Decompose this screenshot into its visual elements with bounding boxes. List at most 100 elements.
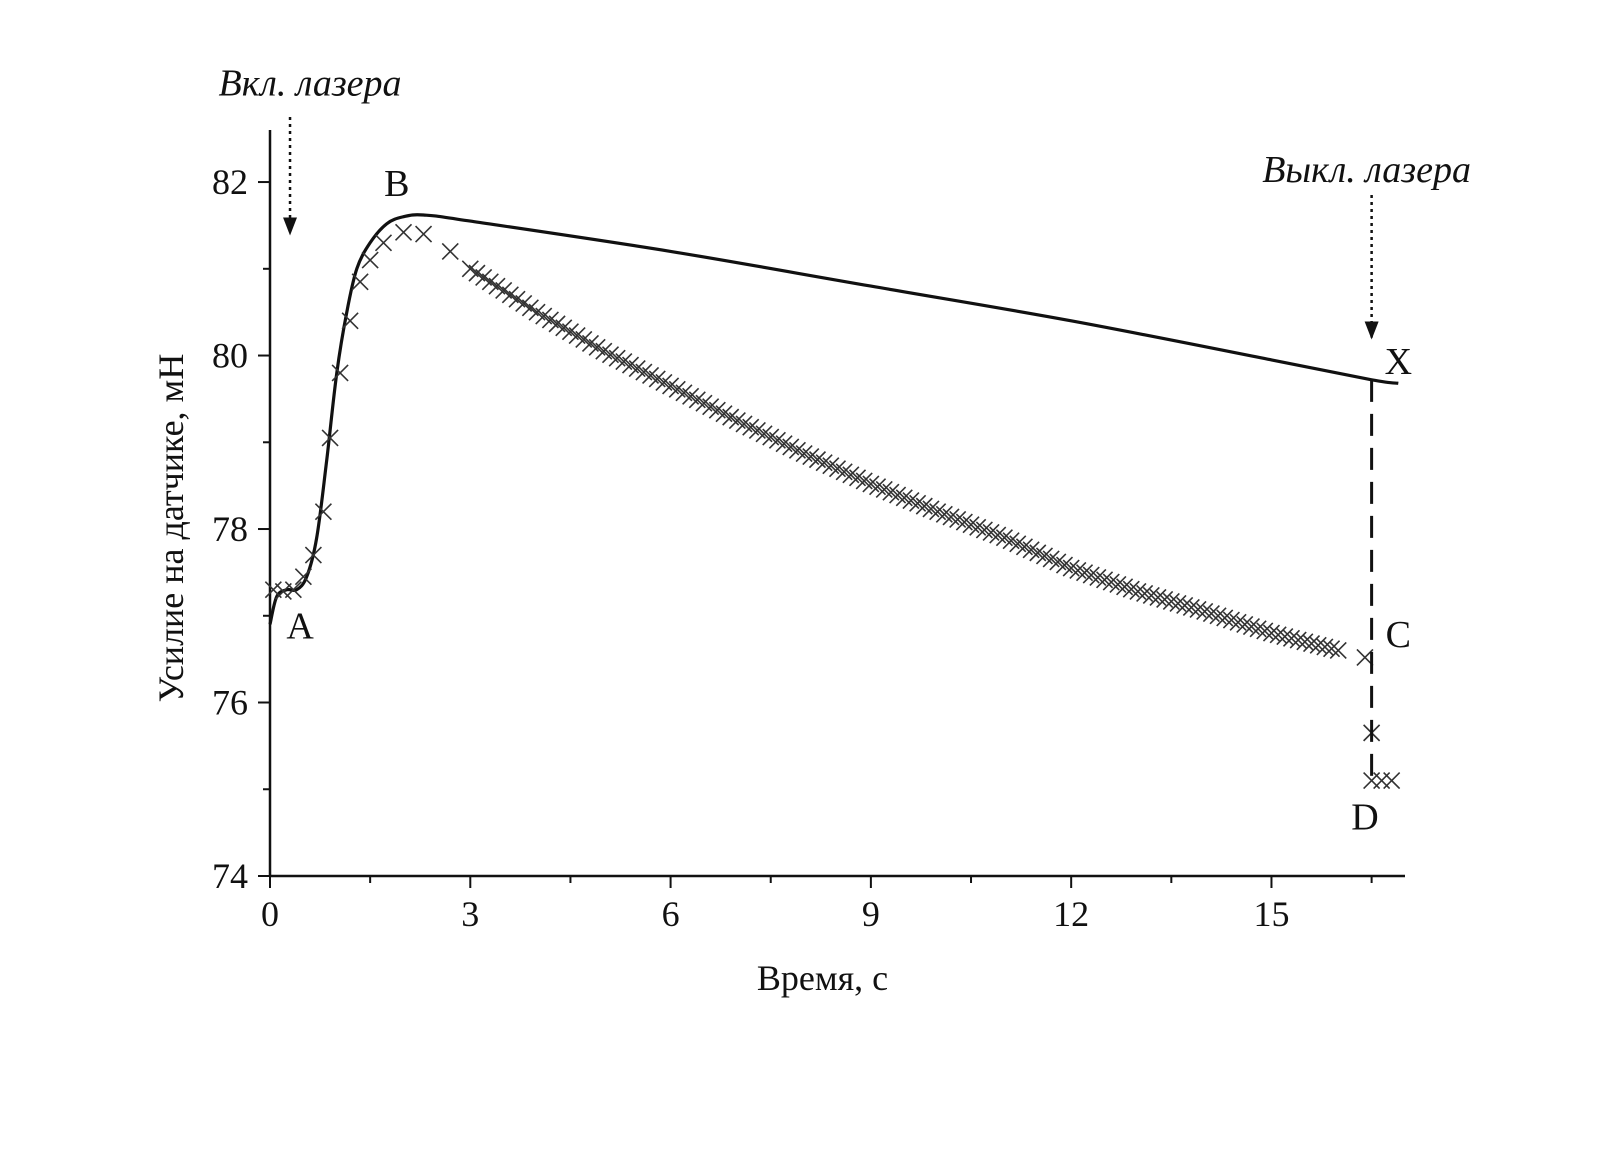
- x-marker: [935, 505, 953, 523]
- point-label-x: X: [1385, 341, 1412, 383]
- x-marker: [1256, 622, 1274, 640]
- x-marker: [962, 516, 980, 534]
- x-marker: [441, 242, 459, 261]
- x-marker: [828, 460, 847, 478]
- x-marker: [1122, 580, 1140, 598]
- series-layer: [264, 213, 1401, 790]
- x-marker: [1209, 607, 1227, 625]
- x-marker: [782, 438, 800, 456]
- x-marker: [949, 510, 967, 529]
- x-marker: [1136, 584, 1154, 603]
- x-marker: [1189, 600, 1207, 619]
- x-marker: [1129, 582, 1147, 601]
- x-marker: [1035, 547, 1054, 565]
- x-tick-label: 12: [1053, 894, 1089, 934]
- x-marker: [1109, 575, 1127, 594]
- x-marker: [909, 494, 927, 512]
- x-marker: [982, 523, 1000, 542]
- x-marker: [975, 521, 993, 539]
- x-marker: [1196, 602, 1214, 620]
- x-marker: [374, 234, 393, 252]
- solid-curve: [268, 213, 1399, 625]
- x-marker: [351, 273, 369, 291]
- x-marker: [1089, 568, 1107, 586]
- x-marker: [1329, 641, 1347, 660]
- laser-on-annotation: Вкл. лазера: [219, 62, 402, 104]
- x-marker: [989, 526, 1007, 544]
- x-marker: [1015, 538, 1034, 556]
- x-marker: [331, 364, 349, 382]
- x-marker: [1156, 590, 1174, 609]
- x-marker: [868, 478, 887, 496]
- x-marker: [1309, 636, 1327, 654]
- x-tick-label: 6: [662, 894, 680, 934]
- x-marker: [1095, 571, 1114, 589]
- x-marker: [795, 444, 813, 463]
- x-marker: [855, 472, 873, 490]
- x-marker: [341, 312, 359, 330]
- x-marker: [1102, 573, 1120, 591]
- x-marker: [1169, 594, 1187, 613]
- x-marker: [995, 529, 1013, 547]
- x-marker: [1082, 566, 1100, 584]
- x-marker: [1262, 624, 1281, 642]
- x-marker: [942, 508, 960, 526]
- x-marker: [835, 463, 853, 481]
- x-marker: [314, 503, 332, 521]
- x-tick-label: 9: [862, 894, 880, 934]
- x-tick-label: 15: [1253, 894, 1289, 934]
- x-marker: [875, 480, 893, 499]
- x-marker: [1062, 559, 1080, 577]
- x-marker: [361, 251, 379, 269]
- y-tick-label: 78: [212, 509, 248, 549]
- x-marker: [742, 418, 760, 436]
- x-marker: [1055, 556, 1074, 574]
- point-label-a: A: [286, 605, 314, 647]
- x-marker: [1276, 628, 1294, 646]
- x-marker: [915, 497, 933, 515]
- x-marker: [1002, 532, 1020, 550]
- x-marker: [775, 435, 793, 453]
- y-axis-title: Усилие на датчике, мН: [151, 354, 191, 703]
- x-marker: [842, 466, 860, 484]
- x-marker: [1042, 550, 1060, 568]
- x-marker: [1142, 586, 1160, 605]
- labels-layer: A B X C D Вкл. лазера Выкл. лазера: [219, 62, 1472, 838]
- x-marker: [882, 483, 900, 501]
- x-marker: [1249, 620, 1267, 638]
- x-marker: [1149, 588, 1167, 607]
- x-marker: [321, 429, 339, 447]
- y-tick-label: 80: [212, 336, 248, 376]
- x-marker: [1162, 592, 1180, 611]
- x-marker: [1229, 613, 1247, 631]
- point-label-d: D: [1351, 796, 1378, 838]
- x-marker: [768, 431, 786, 449]
- x-marker: [1289, 631, 1307, 649]
- x-axis-title: Время, с: [757, 958, 888, 998]
- x-marker: [294, 568, 312, 586]
- x-marker: [414, 225, 433, 243]
- x-marker: [808, 451, 827, 469]
- laser-off-annotation: Выкл. лазера: [1262, 149, 1471, 191]
- x-marker: [1029, 544, 1047, 562]
- x-marker: [1322, 640, 1341, 658]
- x-marker: [862, 475, 880, 493]
- x-marker: [762, 428, 780, 446]
- x-marker: [895, 489, 913, 507]
- x-marker: [788, 441, 807, 459]
- x-marker: [1176, 596, 1194, 615]
- x-marker: [1216, 609, 1234, 627]
- x-marker-series: [264, 223, 1401, 790]
- x-marker: [284, 581, 302, 599]
- x-marker: [1296, 633, 1314, 651]
- x-marker: [1383, 772, 1401, 790]
- x-marker: [1282, 629, 1301, 647]
- x-marker: [1242, 618, 1261, 636]
- x-marker: [969, 518, 987, 536]
- x-marker: [1202, 605, 1220, 623]
- x-marker: [1302, 634, 1321, 653]
- x-marker: [1373, 772, 1391, 790]
- x-marker: [748, 421, 766, 440]
- x-marker: [1269, 626, 1287, 644]
